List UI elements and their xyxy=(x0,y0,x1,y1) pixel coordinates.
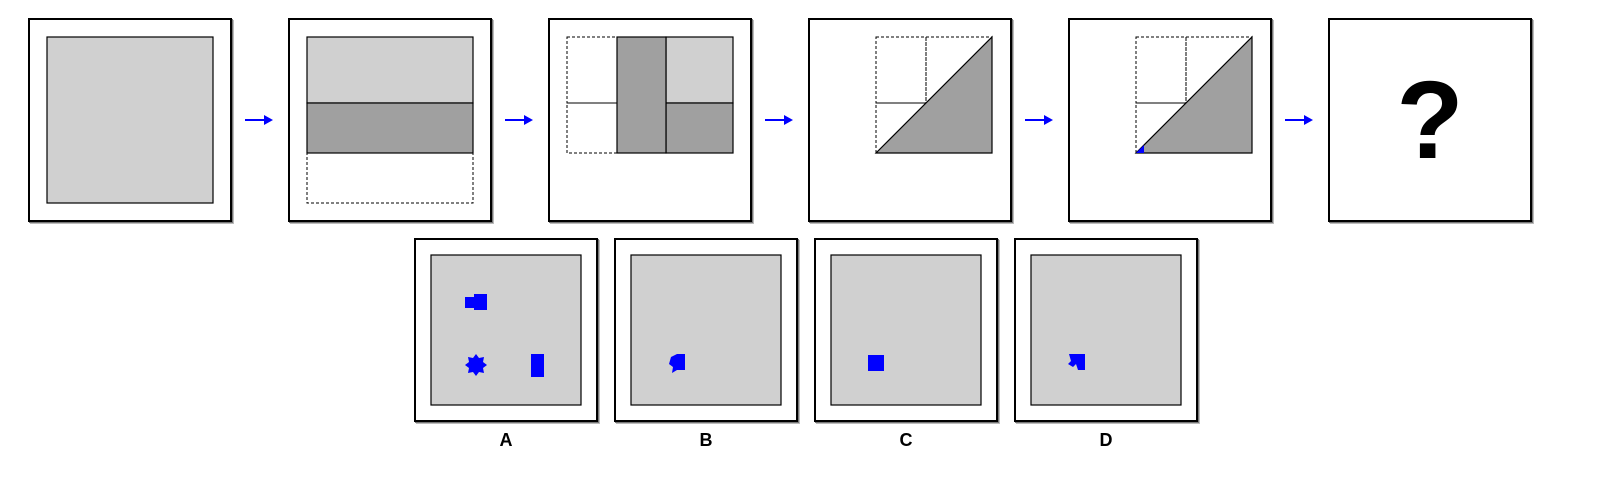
option-a-frame[interactable] xyxy=(414,238,598,422)
option-d-frame[interactable] xyxy=(1014,238,1198,422)
step-1-frame xyxy=(28,18,232,222)
arrow-icon xyxy=(1285,115,1313,125)
hole-rectangle xyxy=(531,354,544,377)
hole-square xyxy=(868,355,884,371)
step-3-vertical-fold xyxy=(566,36,734,154)
option-b-frame[interactable] xyxy=(614,238,798,422)
step-2-horizontal-fold xyxy=(306,36,474,204)
arrow-icon xyxy=(245,115,273,125)
step-4-diagonal-fold xyxy=(874,35,993,154)
hole-star xyxy=(465,354,487,376)
hole-square xyxy=(465,297,475,308)
arrow-icon xyxy=(1025,115,1053,125)
arrow-icon xyxy=(505,115,533,125)
step-2-frame xyxy=(288,18,492,222)
step-6-frame: ? xyxy=(1328,18,1532,222)
step-4-frame xyxy=(808,18,1012,222)
question-mark: ? xyxy=(1396,58,1464,182)
hole-notched-square xyxy=(669,354,685,373)
option-b-paper xyxy=(630,254,782,406)
option-d-paper xyxy=(1030,254,1182,406)
option-c-label[interactable]: C xyxy=(899,430,913,450)
punch-hole-mark xyxy=(1136,145,1144,153)
step-1-unfolded-paper xyxy=(46,36,214,204)
step-5-frame xyxy=(1068,18,1272,222)
option-a-paper xyxy=(430,254,582,406)
option-c-frame[interactable] xyxy=(814,238,998,422)
step-3-frame xyxy=(548,18,752,222)
step-5-punched-hole xyxy=(1134,35,1253,154)
option-c-paper xyxy=(830,254,982,406)
hole-arrow-square xyxy=(1068,354,1085,370)
option-a-label[interactable]: A xyxy=(499,430,513,450)
arrow-icon xyxy=(765,115,793,125)
hole-square xyxy=(474,294,487,310)
option-b-label[interactable]: B xyxy=(699,430,713,450)
option-d-label[interactable]: D xyxy=(1099,430,1113,450)
